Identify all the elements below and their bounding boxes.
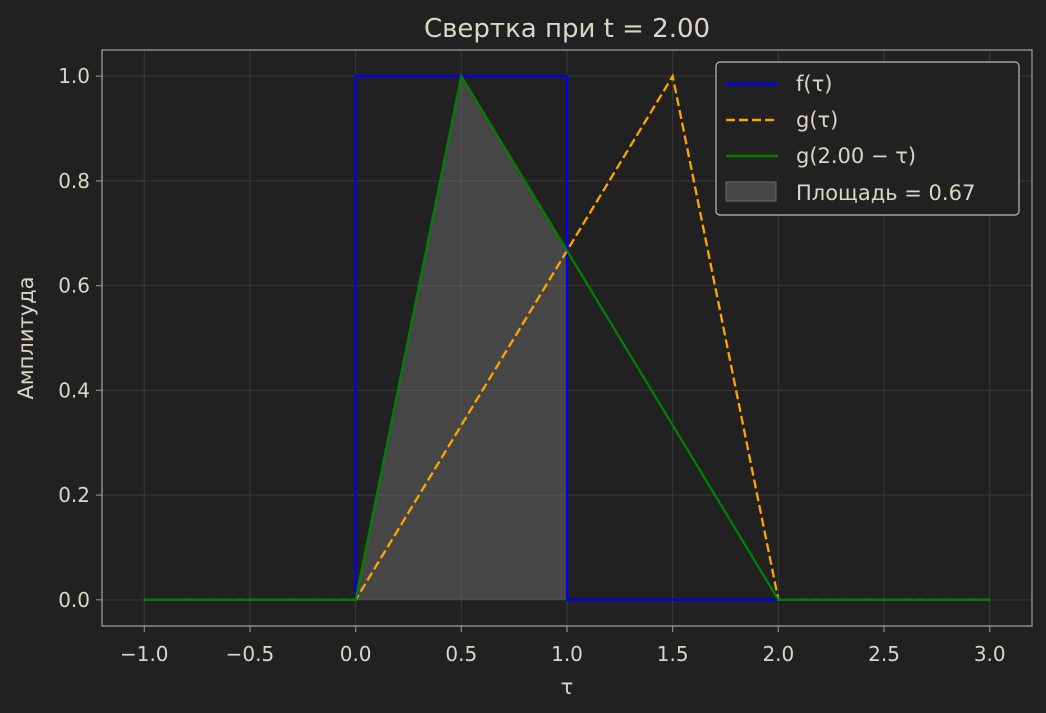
series-g-line	[144, 73, 990, 601]
x-axis-label: τ	[561, 675, 574, 699]
series-layer	[144, 73, 990, 601]
y-tick-label: 0.8	[58, 169, 90, 193]
y-tick-label: 0.4	[58, 378, 90, 402]
legend-label-g-shifted: g(2.00 − τ)	[796, 144, 916, 168]
legend-label-f: f(τ)	[796, 72, 832, 96]
series-g-shifted-line	[144, 73, 990, 601]
legend-swatch-area	[725, 181, 777, 202]
chart-title: Свертка при t = 2.00	[424, 14, 710, 44]
y-axis-label: Амплитуда	[14, 276, 38, 399]
x-tick-label: −0.5	[226, 642, 275, 666]
x-ticks: −1.0 −0.5 0.0 0.5 1.0 1.5 2.0 2.5 3.0	[120, 626, 1006, 666]
y-tick-label: 0.6	[58, 274, 90, 298]
x-tick-label: 3.0	[974, 642, 1006, 666]
y-tick-label: 0.2	[58, 483, 90, 507]
area-fill	[355, 76, 567, 600]
legend-label-g: g(τ)	[796, 108, 838, 132]
x-tick-label: 0.5	[445, 642, 477, 666]
area-fill-layer	[355, 76, 567, 600]
legend: f(τ) g(τ) g(2.00 − τ) Площадь = 0.67	[715, 61, 1020, 216]
legend-label-area: Площадь = 0.67	[796, 181, 975, 205]
legend-box	[715, 61, 1020, 216]
x-tick-label: −1.0	[120, 642, 169, 666]
y-ticks: 0.0 0.2 0.4 0.6 0.8 1.0	[58, 64, 102, 612]
x-tick-label: 0.0	[340, 642, 372, 666]
y-tick-label: 1.0	[58, 64, 90, 88]
x-tick-label: 2.5	[868, 642, 900, 666]
x-tick-label: 2.0	[762, 642, 794, 666]
x-tick-label: 1.5	[657, 642, 689, 666]
x-tick-label: 1.0	[551, 642, 583, 666]
y-tick-label: 0.0	[58, 588, 90, 612]
